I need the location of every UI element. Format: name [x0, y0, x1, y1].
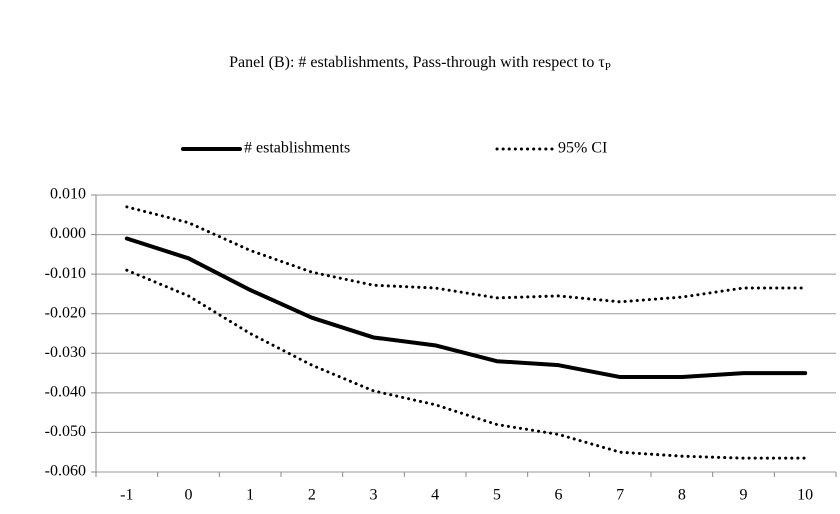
x-tick-label: 6	[555, 487, 563, 504]
y-tick-label: -0.050	[45, 423, 86, 440]
x-tick-label: -1	[120, 487, 133, 504]
x-tick-label: 5	[493, 487, 501, 504]
series-line	[125, 205, 807, 304]
y-tick-label: 0.000	[50, 225, 86, 242]
title-text: Panel (B): # establishments, Pass-throug…	[229, 54, 605, 71]
legend-label: 95% CI	[558, 140, 607, 157]
y-tick-label: -0.060	[45, 463, 86, 480]
x-tick-label: 0	[185, 487, 193, 504]
x-tick-label: 3	[370, 487, 378, 504]
y-tick-label: -0.010	[45, 265, 86, 282]
y-tick-label: 0.010	[50, 186, 86, 203]
x-tick-label: 4	[431, 487, 439, 504]
x-tick-label: 7	[616, 487, 624, 504]
title-subscript: P	[605, 61, 611, 73]
y-tick-label: -0.040	[45, 384, 86, 401]
series-line	[125, 268, 807, 460]
x-tick-label: 8	[678, 487, 686, 504]
x-tick-label: 10	[797, 487, 813, 504]
y-tick-label: -0.030	[45, 344, 86, 361]
chart-title: Panel (B): # establishments, Pass-throug…	[229, 54, 611, 73]
y-tick-label: -0.020	[45, 304, 86, 321]
series-line	[124, 236, 808, 380]
legend-label: # establishments	[244, 140, 350, 157]
x-tick-label: 1	[246, 487, 254, 504]
x-tick-label: 9	[740, 487, 748, 504]
x-tick-label: 2	[308, 487, 316, 504]
